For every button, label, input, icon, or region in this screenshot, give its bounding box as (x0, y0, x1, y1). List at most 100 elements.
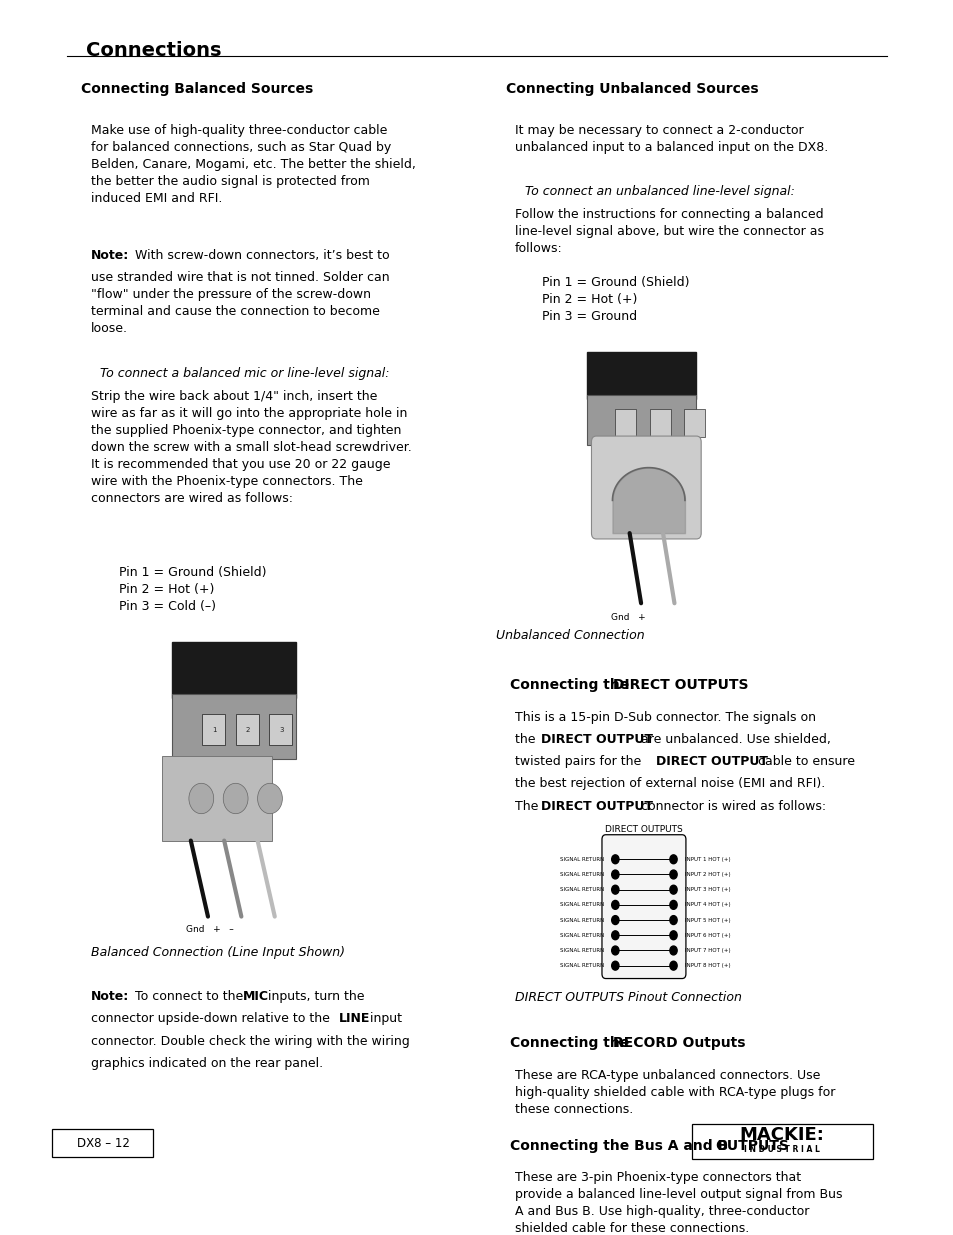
Text: MACKIE:: MACKIE: (740, 1126, 823, 1144)
Circle shape (669, 946, 677, 955)
Text: Strip the wire back about 1/4" inch, insert the
wire as far as it will go into t: Strip the wire back about 1/4" inch, ins… (91, 390, 411, 505)
FancyBboxPatch shape (586, 395, 696, 446)
Text: graphics indicated on the rear panel.: graphics indicated on the rear panel. (91, 1057, 322, 1070)
Text: INPUT 5 HOT (+): INPUT 5 HOT (+) (684, 918, 730, 923)
Text: OUTPUTS: OUTPUTS (715, 1139, 788, 1152)
Text: It may be necessary to connect a 2-conductor
unbalanced input to a balanced inpu: It may be necessary to connect a 2-condu… (515, 124, 827, 154)
FancyBboxPatch shape (601, 835, 685, 978)
Text: SIGNAL RETURN: SIGNAL RETURN (559, 918, 603, 923)
Text: input: input (366, 1013, 402, 1025)
Text: 2: 2 (246, 726, 250, 732)
Circle shape (669, 931, 677, 940)
Text: Connections: Connections (86, 41, 221, 61)
Text: SIGNAL RETURN: SIGNAL RETURN (559, 932, 603, 937)
Text: connector is wired as follows:: connector is wired as follows: (637, 800, 825, 813)
Text: 3: 3 (279, 726, 283, 732)
Text: MIC: MIC (243, 990, 269, 1003)
FancyBboxPatch shape (172, 694, 295, 758)
Text: Pin 1 = Ground (Shield)
Pin 2 = Hot (+)
Pin 3 = Ground: Pin 1 = Ground (Shield) Pin 2 = Hot (+) … (541, 275, 689, 322)
Circle shape (611, 915, 618, 925)
Text: the best rejection of external noise (EMI and RFI).: the best rejection of external noise (EM… (515, 778, 824, 790)
Circle shape (669, 915, 677, 925)
Text: INPUT 1 HOT (+): INPUT 1 HOT (+) (684, 857, 730, 862)
Text: With screw-down connectors, it’s best to: With screw-down connectors, it’s best to (131, 249, 389, 262)
Text: twisted pairs for the: twisted pairs for the (515, 756, 645, 768)
Text: INPUT 8 HOT (+): INPUT 8 HOT (+) (684, 963, 730, 968)
FancyBboxPatch shape (269, 714, 292, 745)
Text: INPUT 4 HOT (+): INPUT 4 HOT (+) (684, 903, 730, 908)
Text: Gnd   +   –: Gnd + – (186, 925, 233, 934)
Text: connector upside-down relative to the: connector upside-down relative to the (91, 1013, 334, 1025)
Text: DIRECT OUTPUTS: DIRECT OUTPUTS (613, 678, 748, 692)
Text: This is a 15-pin D-Sub connector. The signals on: This is a 15-pin D-Sub connector. The si… (515, 711, 816, 724)
Circle shape (611, 931, 618, 940)
Circle shape (669, 900, 677, 909)
Text: SIGNAL RETURN: SIGNAL RETURN (559, 963, 603, 968)
Text: Connecting the: Connecting the (510, 1036, 634, 1050)
FancyBboxPatch shape (691, 1124, 872, 1158)
Circle shape (189, 783, 213, 814)
Text: RECORD Outputs: RECORD Outputs (613, 1036, 745, 1050)
Circle shape (669, 869, 677, 879)
Text: LINE: LINE (338, 1013, 370, 1025)
Text: INPUT 2 HOT (+): INPUT 2 HOT (+) (684, 872, 730, 877)
Text: INPUT 3 HOT (+): INPUT 3 HOT (+) (684, 887, 730, 892)
FancyBboxPatch shape (52, 1129, 152, 1157)
FancyBboxPatch shape (172, 642, 295, 698)
Text: DIRECT OUTPUTS: DIRECT OUTPUTS (604, 825, 682, 835)
Text: Make use of high-quality three-conductor cable
for balanced connections, such as: Make use of high-quality three-conductor… (91, 124, 416, 205)
FancyBboxPatch shape (615, 409, 636, 437)
Text: SIGNAL RETURN: SIGNAL RETURN (559, 948, 603, 953)
Circle shape (611, 946, 618, 955)
Text: DIRECT OUTPUT: DIRECT OUTPUT (540, 734, 652, 746)
Text: are unbalanced. Use shielded,: are unbalanced. Use shielded, (637, 734, 830, 746)
Circle shape (669, 961, 677, 971)
Text: SIGNAL RETURN: SIGNAL RETURN (559, 872, 603, 877)
Text: SIGNAL RETURN: SIGNAL RETURN (559, 903, 603, 908)
Text: cable to ensure: cable to ensure (753, 756, 854, 768)
FancyBboxPatch shape (591, 436, 700, 538)
FancyBboxPatch shape (649, 409, 670, 437)
Text: Connecting Balanced Sources: Connecting Balanced Sources (81, 82, 313, 96)
Text: 1: 1 (213, 726, 216, 732)
Text: Connecting the: Connecting the (510, 678, 634, 692)
Text: Connecting Unbalanced Sources: Connecting Unbalanced Sources (505, 82, 758, 96)
Text: inputs, turn the: inputs, turn the (264, 990, 364, 1003)
Text: Note:: Note: (91, 990, 129, 1003)
FancyBboxPatch shape (683, 409, 704, 437)
Text: Balanced Connection (Line Input Shown): Balanced Connection (Line Input Shown) (91, 946, 344, 958)
Circle shape (611, 885, 618, 894)
Text: To connect an unbalanced line-level signal:: To connect an unbalanced line-level sign… (524, 185, 794, 198)
Text: SIGNAL RETURN: SIGNAL RETURN (559, 857, 603, 862)
Text: Pin 1 = Ground (Shield)
Pin 2 = Hot (+)
Pin 3 = Cold (–): Pin 1 = Ground (Shield) Pin 2 = Hot (+) … (119, 566, 267, 613)
FancyBboxPatch shape (586, 352, 696, 399)
Text: These are 3-pin Phoenix-type connectors that
provide a balanced line-level outpu: These are 3-pin Phoenix-type connectors … (515, 1172, 841, 1235)
Text: To connect to the: To connect to the (131, 990, 247, 1003)
Circle shape (669, 855, 677, 863)
Text: INPUT 7 HOT (+): INPUT 7 HOT (+) (684, 948, 730, 953)
Text: DX8 – 12: DX8 – 12 (76, 1137, 130, 1150)
Circle shape (669, 885, 677, 894)
Text: Gnd   +: Gnd + (610, 613, 644, 621)
Text: Unbalanced Connection: Unbalanced Connection (496, 629, 644, 642)
Text: the: the (515, 734, 539, 746)
Text: INPUT 6 HOT (+): INPUT 6 HOT (+) (684, 932, 730, 937)
Text: SIGNAL RETURN: SIGNAL RETURN (559, 887, 603, 892)
Text: These are RCA-type unbalanced connectors. Use
high-quality shielded cable with R: These are RCA-type unbalanced connectors… (515, 1068, 835, 1115)
FancyBboxPatch shape (202, 714, 225, 745)
Text: connector. Double check the wiring with the wiring: connector. Double check the wiring with … (91, 1035, 409, 1047)
Circle shape (223, 783, 248, 814)
Text: I N D U S T R I A L: I N D U S T R I A L (743, 1145, 820, 1153)
Text: Connecting the Bus A and B: Connecting the Bus A and B (510, 1139, 733, 1152)
Text: The: The (515, 800, 542, 813)
Circle shape (257, 783, 282, 814)
Text: DIRECT OUTPUT: DIRECT OUTPUT (656, 756, 767, 768)
Circle shape (611, 900, 618, 909)
Text: To connect a balanced mic or line-level signal:: To connect a balanced mic or line-level … (100, 367, 389, 380)
Circle shape (611, 869, 618, 879)
Circle shape (611, 855, 618, 863)
Circle shape (611, 961, 618, 971)
Text: DIRECT OUTPUTS Pinout Connection: DIRECT OUTPUTS Pinout Connection (515, 992, 741, 1004)
FancyBboxPatch shape (235, 714, 258, 745)
Text: Follow the instructions for connecting a balanced
line-level signal above, but w: Follow the instructions for connecting a… (515, 209, 823, 256)
